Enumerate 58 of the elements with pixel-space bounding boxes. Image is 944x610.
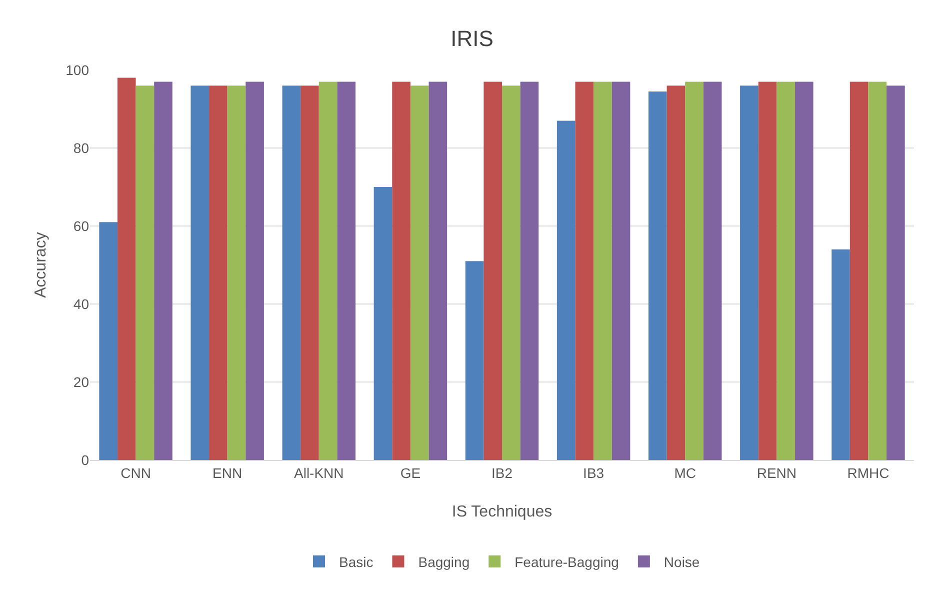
chart-title: IRIS [450, 26, 494, 51]
bar [575, 82, 594, 460]
bar [227, 86, 246, 460]
bar [556, 120, 576, 460]
x-tick-label: RENN [756, 464, 797, 481]
bar [685, 82, 704, 460]
legend-label: Basic [339, 554, 374, 570]
bar [776, 82, 795, 460]
bar [594, 82, 612, 460]
bar [209, 86, 228, 460]
x-tick-label: ENN [212, 464, 242, 481]
x-tick-label: MC [674, 464, 696, 481]
y-tick-label: 60 [73, 218, 90, 234]
x-tick-label: IB3 [583, 464, 604, 481]
bar [190, 86, 210, 460]
bar [850, 82, 868, 460]
bar [868, 82, 887, 460]
bar [886, 86, 905, 460]
bar [648, 91, 667, 460]
bar [117, 78, 136, 460]
bar [428, 82, 448, 460]
bar [666, 86, 686, 460]
x-tick-label: RMHC [847, 464, 890, 481]
bar [758, 82, 777, 460]
bar [374, 187, 392, 460]
bar [99, 222, 118, 460]
bar [740, 86, 758, 460]
bar [703, 82, 722, 460]
x-tick-label: CNN [120, 464, 151, 481]
bar [832, 249, 850, 460]
y-tick-label: 80 [73, 140, 90, 156]
legend-label: Noise [664, 554, 700, 570]
bar [502, 86, 520, 460]
bar [154, 82, 172, 460]
bar [612, 82, 630, 460]
y-tick-label: 100 [66, 62, 90, 78]
y-tick-label: 40 [73, 296, 90, 312]
bar [337, 82, 356, 460]
bar [794, 82, 814, 460]
legend-label: Feature-Bagging [514, 554, 619, 570]
x-axis-title: IS Techniques [452, 504, 552, 520]
bar [410, 86, 429, 460]
bar [282, 86, 301, 460]
y-axis-title: Accuracy [32, 232, 50, 298]
bar [465, 261, 484, 460]
x-tick-label: All-KNN [294, 464, 344, 481]
bar [318, 82, 338, 460]
legend-label: Bagging [418, 554, 470, 570]
y-tick-label: 20 [73, 374, 90, 390]
y-tick-label: 0 [81, 452, 90, 468]
bar [246, 82, 264, 460]
bar [300, 86, 319, 460]
bar [392, 82, 410, 460]
bar [520, 82, 539, 460]
bar [484, 82, 502, 460]
bar [136, 86, 154, 460]
x-tick-label: GE [400, 464, 421, 481]
x-tick-label: IB2 [491, 464, 513, 481]
